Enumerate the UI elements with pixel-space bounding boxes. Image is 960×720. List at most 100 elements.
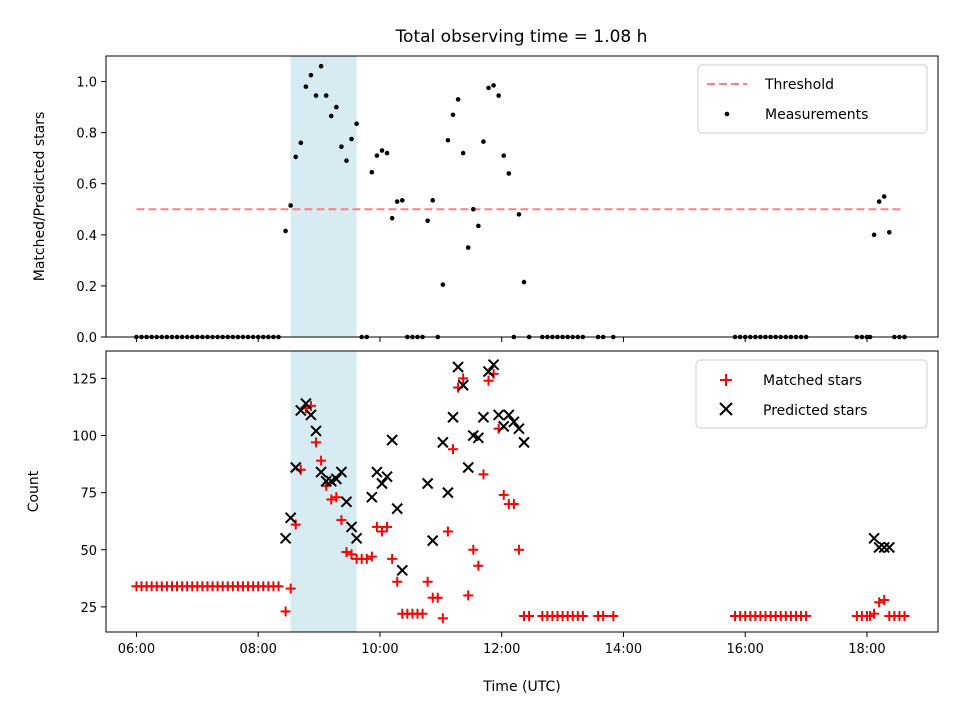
y-tick-label: 0.0 [76, 331, 97, 346]
count-y-axis-label: Count [26, 470, 42, 512]
measurement-point [318, 63, 324, 69]
x-tick-label: 08:00 [239, 642, 276, 657]
matched-point [478, 469, 489, 480]
count-points [131, 359, 910, 624]
ratio-legend-box [697, 64, 928, 134]
matched-point [422, 576, 433, 587]
measurement-point [460, 150, 466, 156]
x-axis-label: Time (UTC) [482, 679, 560, 695]
measurement-point [334, 104, 339, 110]
predicted-point [472, 432, 485, 444]
matched-point [336, 515, 347, 526]
measurement-point [465, 245, 471, 250]
predicted-point [878, 541, 890, 554]
predicted-point [295, 404, 307, 417]
measurement-point [881, 194, 887, 199]
matched-point [361, 553, 372, 564]
count-panel: 06:00 08:00 10:00 12:00 14:00 16:00 18:00 25 50 7… [26, 350, 939, 695]
matched-point [273, 581, 284, 592]
measurement-point [374, 153, 380, 158]
measurement-point [470, 206, 476, 212]
measurement-point [349, 136, 354, 142]
measurement-point [384, 150, 390, 156]
measurement-point [339, 144, 344, 149]
predicted-point [305, 409, 317, 421]
predicted-point [279, 532, 292, 545]
predicted-point [868, 532, 880, 545]
count-legend-box [695, 359, 928, 429]
measurement-point [399, 198, 405, 203]
x-tick-label: 16:00 [726, 642, 763, 657]
predicted-point [883, 541, 896, 554]
legend-predicted-swatch [719, 402, 733, 416]
matched-point [869, 608, 880, 619]
y-tick-label: 0.6 [76, 178, 97, 193]
predicted-point [513, 422, 525, 435]
chart-title: Total observing time = 1.08 h [395, 27, 648, 47]
measurement-point [501, 153, 507, 158]
predicted-point [350, 532, 363, 545]
predicted-point [492, 409, 505, 421]
y-tick-label: 50 [80, 544, 97, 559]
x-tick-label: 06:00 [118, 642, 155, 657]
predicted-point [421, 477, 434, 490]
predicted-point [498, 420, 510, 433]
predicted-point [386, 434, 398, 446]
ratio-plot-frame [105, 55, 939, 338]
matched-point [366, 551, 377, 562]
matched-point [801, 611, 812, 622]
predicted-point [320, 475, 332, 487]
matched-point [448, 444, 459, 455]
measurement-point [303, 84, 309, 89]
predicted-point [462, 461, 474, 474]
predicted-point [310, 425, 322, 437]
matched-point [417, 608, 428, 619]
measurement-point [516, 212, 522, 217]
predicted-point [335, 466, 348, 478]
measurement-point [871, 232, 877, 238]
legend-predicted-label: Predicted stars [763, 403, 868, 419]
measurement-point [379, 148, 385, 153]
predicted-point [518, 436, 530, 449]
measurement-point [481, 139, 486, 144]
predicted-point [284, 512, 297, 524]
matched-point [468, 544, 479, 555]
legend-measurements-label: Measurements [765, 107, 868, 123]
matched-point [498, 489, 509, 500]
measurement-point [328, 113, 334, 119]
count-legend: Matched stars Predicted stars [695, 359, 928, 429]
matched-point [346, 549, 357, 560]
measurement-point [430, 198, 436, 203]
matched-point [280, 606, 291, 617]
predicted-point [396, 564, 408, 577]
predicted-point [300, 397, 312, 410]
measurement-point [354, 121, 359, 126]
measurement-point [425, 218, 430, 224]
y-tick-label: 0.2 [76, 280, 97, 295]
matched-point [316, 455, 327, 466]
matched-point [458, 373, 469, 384]
predicted-point [290, 461, 302, 474]
measurement-point [886, 229, 892, 235]
measurement-point [450, 112, 456, 118]
measurement-point [491, 83, 496, 88]
y-tick-label: 125 [72, 372, 97, 387]
predicted-point [503, 409, 515, 421]
matched-point [874, 597, 885, 608]
predicted-point [371, 466, 383, 478]
matched-point [442, 526, 453, 537]
ratio-y-axis-label: Matched/Predicted stars [32, 112, 48, 282]
predicted-point [508, 416, 520, 428]
predicted-point [873, 541, 885, 554]
matched-point [285, 583, 296, 594]
matched-point [432, 592, 443, 603]
matched-point [899, 611, 910, 622]
matched-point [382, 521, 393, 532]
matched-point [290, 519, 301, 530]
predicted-point [442, 486, 454, 499]
matched-point [483, 375, 494, 386]
predicted-point [315, 466, 327, 478]
measurement-point [308, 72, 314, 78]
predicted-point [391, 502, 403, 515]
